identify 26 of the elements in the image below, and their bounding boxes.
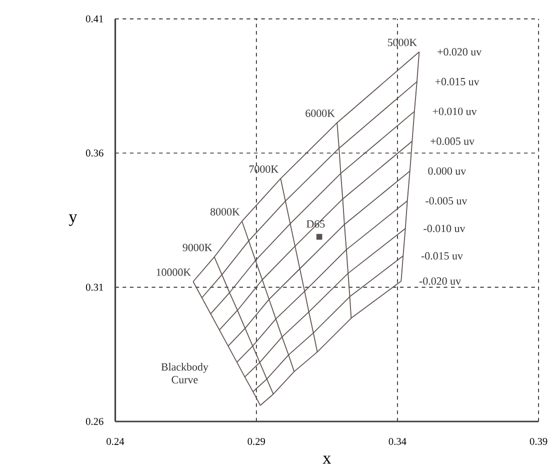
x-tick-label: 0.24 [106, 438, 124, 445]
series-label: +0.005 uv [430, 137, 475, 145]
y-tick-label: 0.26 [86, 418, 104, 425]
series-label: 5000K [388, 38, 418, 46]
series-label: 9000K [182, 244, 212, 252]
series-label: +0.010 uv [432, 108, 477, 116]
series-label: 10000K [156, 268, 191, 276]
x-tick-label: 0.39 [530, 438, 548, 445]
series-label: 7000K [249, 165, 278, 173]
series-label: -0.010 uv [424, 224, 466, 232]
series-label: +0.015 uv [435, 78, 480, 86]
series-label: -0.005 uv [426, 197, 468, 204]
y-tick-label: 0.41 [86, 15, 104, 22]
series-label: 8000K [210, 208, 240, 216]
x-tick-label: 0.34 [388, 438, 406, 445]
series-label: -0.020 uv [419, 277, 461, 285]
series-label: +0.020 uv [438, 48, 482, 56]
series-label: 0.000 uv [428, 167, 466, 175]
annotation: Blackbody Curve [161, 362, 208, 384]
series-label: 6000K [306, 110, 335, 117]
y-tick-label: 0.31 [86, 284, 104, 291]
y-tick-label: 0.36 [86, 149, 104, 156]
y-axis-title: y [68, 214, 78, 226]
x-axis-title: x [322, 456, 331, 464]
x-tick-label: 0.29 [248, 438, 265, 445]
series-label: -0.015 uv [421, 252, 463, 260]
